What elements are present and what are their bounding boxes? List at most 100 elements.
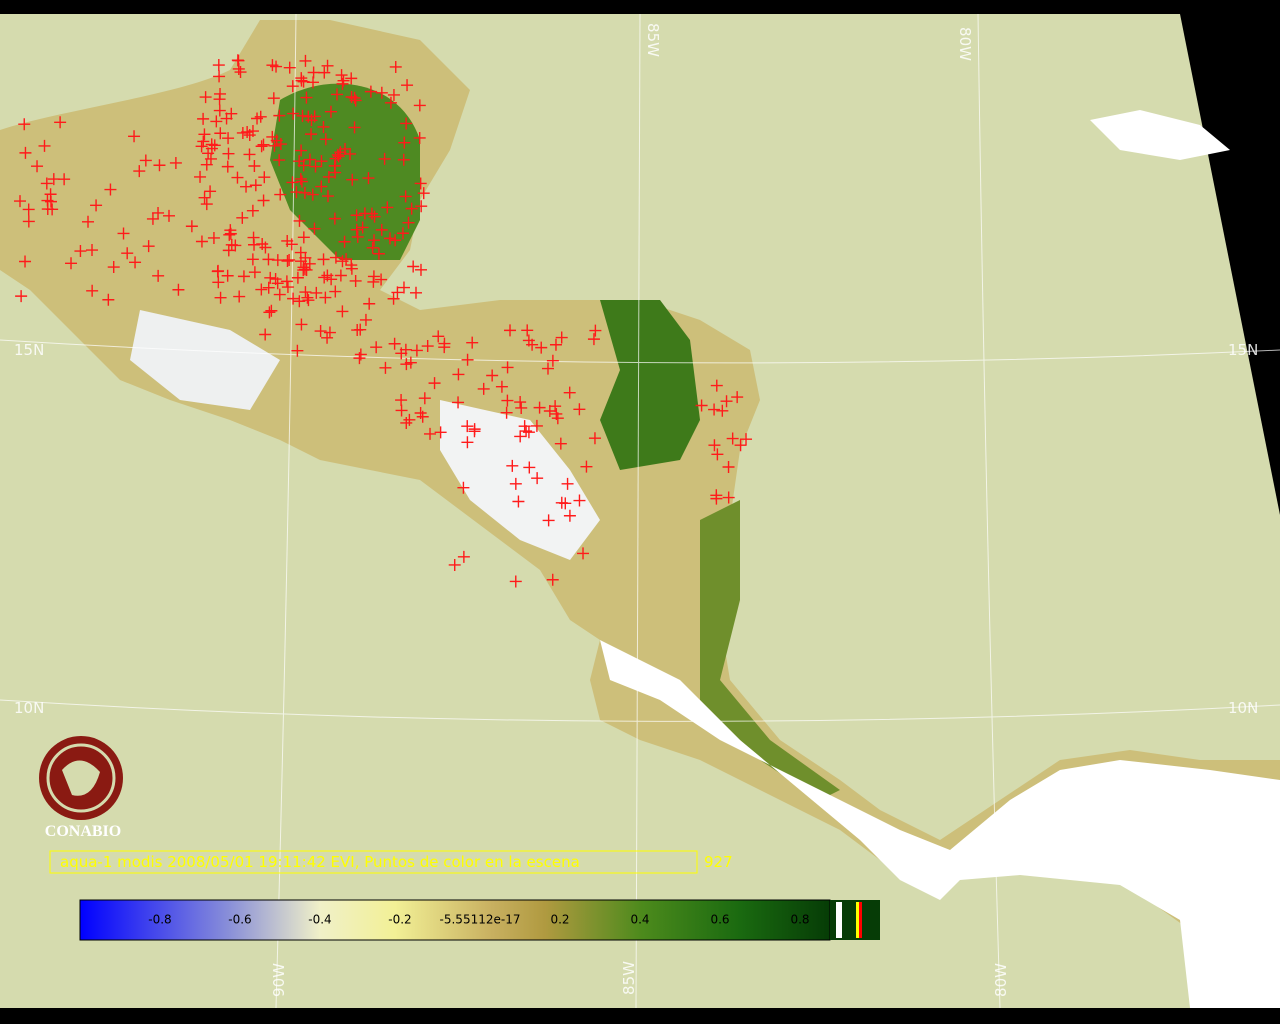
fire-point <box>367 270 380 283</box>
fire-point <box>722 491 735 504</box>
fire-point <box>273 288 286 301</box>
fire-point <box>410 344 423 357</box>
fire-point <box>587 333 600 346</box>
fire-point <box>293 295 306 308</box>
fire-point <box>152 206 165 219</box>
fire-point <box>248 266 261 279</box>
fire-point <box>315 155 328 168</box>
colorbar-labels: -0.8 -0.6 -0.4 -0.2 -5.55112e-17 0.2 0.4 0.6 0.8 <box>148 913 809 927</box>
fire-point <box>281 281 294 294</box>
fire-point <box>222 147 235 160</box>
fire-point <box>367 234 380 247</box>
fire-point <box>233 290 246 303</box>
fire-point <box>432 330 445 343</box>
fire-point <box>315 180 328 193</box>
fire-point <box>198 128 211 141</box>
fire-point <box>291 344 304 357</box>
colorbar-label: 0.6 <box>710 913 729 927</box>
fire-point <box>404 356 417 369</box>
fire-point <box>262 281 275 294</box>
fire-point <box>117 227 130 240</box>
fire-point <box>268 139 281 152</box>
fire-point <box>319 133 332 146</box>
fire-point <box>169 156 182 169</box>
fire-point <box>345 259 358 272</box>
fire-point <box>573 494 586 507</box>
fire-point <box>22 203 35 216</box>
colorbar-label: -0.6 <box>228 913 251 927</box>
fire-point <box>222 244 235 257</box>
fire-point <box>368 210 381 223</box>
fire-point <box>195 140 208 153</box>
fire-point <box>90 199 103 212</box>
fire-point <box>461 436 474 449</box>
colorbar-label: 0.8 <box>790 913 809 927</box>
fire-point <box>523 461 536 474</box>
fire-point <box>248 238 261 251</box>
fire-point <box>286 80 299 93</box>
fire-point <box>710 379 723 392</box>
fire-point <box>398 136 411 149</box>
fire-point <box>414 263 427 276</box>
fire-point <box>348 91 361 104</box>
fire-point <box>354 348 367 361</box>
fire-point <box>526 338 539 351</box>
fire-point <box>350 223 363 236</box>
fire-point <box>518 420 531 433</box>
fire-point <box>356 221 369 234</box>
fire-point <box>240 180 253 193</box>
fire-point <box>295 318 308 331</box>
fire-point <box>501 361 514 374</box>
fire-point <box>271 254 284 267</box>
fire-point <box>214 127 227 140</box>
fire-point <box>321 59 334 72</box>
fire-point <box>414 177 427 190</box>
fire-point <box>407 260 420 273</box>
fire-point <box>338 235 351 248</box>
caption: aqua-1 modis 2008/05/01 19:11:42 EVI, Pu… <box>60 853 580 871</box>
fire-point <box>318 66 331 79</box>
fire-point <box>542 514 555 527</box>
fire-point <box>273 109 286 122</box>
fire-point <box>298 186 311 199</box>
fire-point <box>248 159 261 172</box>
grid-label: 85W <box>620 961 638 995</box>
fire-point <box>237 270 250 283</box>
fire-point <box>236 211 249 224</box>
fire-point <box>133 165 146 178</box>
fire-point <box>501 394 514 407</box>
fire-point <box>302 294 315 307</box>
fire-point <box>379 361 392 374</box>
fire-point <box>208 139 221 152</box>
fire-point <box>293 155 306 168</box>
logo: CONABIO <box>39 736 123 840</box>
fire-point <box>224 224 237 237</box>
fire-point <box>363 297 376 310</box>
fire-point <box>297 264 310 277</box>
fire-point <box>378 152 391 165</box>
fire-point <box>413 131 426 144</box>
fire-point <box>295 144 308 157</box>
fire-point <box>708 403 721 416</box>
fire-point <box>372 247 385 260</box>
fire-point <box>716 404 729 417</box>
fire-point <box>336 77 349 90</box>
fire-point <box>331 148 344 161</box>
fire-point <box>82 215 95 228</box>
fire-point <box>550 407 563 420</box>
fire-point <box>257 138 270 151</box>
fire-point <box>389 234 402 247</box>
fire-point <box>257 194 270 207</box>
fire-point <box>348 121 361 134</box>
colorbar <box>79 899 831 941</box>
fire-point <box>262 253 275 266</box>
fire-point <box>530 419 543 432</box>
fire-point <box>573 403 586 416</box>
fire-point <box>86 284 99 297</box>
fire-point <box>234 66 247 79</box>
fire-point <box>391 286 404 299</box>
fire-point <box>344 147 357 160</box>
fire-point <box>468 425 481 438</box>
fire-point <box>409 286 422 299</box>
